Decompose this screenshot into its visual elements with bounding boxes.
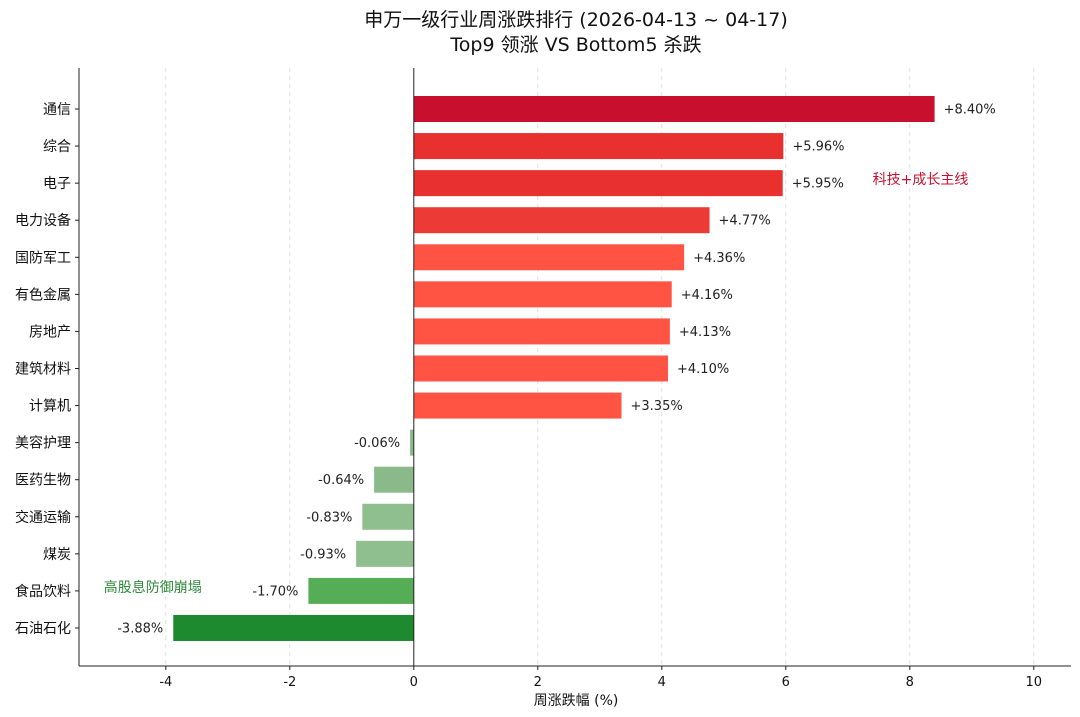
bar-value-label: +8.40% xyxy=(944,103,996,118)
y-tick-label: 医药生物 xyxy=(15,473,71,489)
y-tick-label: 食品饮料 xyxy=(15,583,71,600)
bar-value-label: +4.13% xyxy=(679,325,731,340)
bar-value-label: +4.77% xyxy=(719,214,771,229)
bar-value-label: +4.16% xyxy=(681,288,733,303)
bar xyxy=(413,392,622,419)
bar-value-label: +5.96% xyxy=(792,140,844,155)
x-tick-label: 2 xyxy=(534,675,542,690)
bar xyxy=(413,170,783,197)
x-tick-label: 6 xyxy=(782,675,790,690)
bar xyxy=(362,503,414,530)
x-tick-label: 10 xyxy=(1026,675,1043,690)
bar xyxy=(413,318,670,345)
y-tick-label: 煤炭 xyxy=(43,547,71,563)
x-tick-labels: -4 -2 0 2 4 6 8 10 xyxy=(159,666,1042,690)
bar xyxy=(410,429,414,456)
y-tick-label: 房地产 xyxy=(29,324,71,340)
bar xyxy=(413,96,935,122)
bar xyxy=(413,133,784,160)
bar xyxy=(173,614,414,641)
bar xyxy=(308,577,414,604)
x-tick-label: 0 xyxy=(410,675,418,690)
x-tick-label: -2 xyxy=(283,675,296,690)
y-tick-label: 综合 xyxy=(43,139,71,155)
y-tick-label: 交通运输 xyxy=(15,509,71,526)
chart-subtitle: Top9 领涨 VS Bottom5 杀跌 xyxy=(449,34,701,56)
y-tick-label: 美容护理 xyxy=(15,435,71,452)
bar-value-label: -0.06% xyxy=(354,436,400,451)
bar-value-label: -0.93% xyxy=(300,547,346,562)
x-tick-label: 8 xyxy=(906,675,914,690)
y-tick-label: 计算机 xyxy=(29,399,71,415)
y-tick-label: 国防军工 xyxy=(15,250,71,266)
bar-value-label: +3.35% xyxy=(631,399,683,414)
annotation: 高股息防御崩塌 xyxy=(104,579,202,596)
bar xyxy=(356,540,414,567)
x-tick-label: 4 xyxy=(658,675,666,690)
bar xyxy=(413,207,710,234)
y-tick-labels: 通信综合电子电力设备国防军工有色金属房地产建筑材料计算机美容护理医药生物交通运输… xyxy=(15,102,79,637)
annotation: 科技+成长主线 xyxy=(873,172,969,188)
chart-title: 申万一级行业周涨跌排行 (2026-04-13 ~ 04-17) xyxy=(364,9,788,31)
y-tick-label: 建筑材料 xyxy=(15,361,71,377)
bar-value-label: -0.64% xyxy=(318,473,364,488)
y-tick-label: 电力设备 xyxy=(15,212,71,229)
bar xyxy=(413,244,685,271)
bars xyxy=(173,96,935,641)
bar-value-label: +5.95% xyxy=(792,177,844,192)
bar xyxy=(413,355,668,382)
y-tick-label: 电子 xyxy=(43,176,71,192)
y-tick-label: 通信 xyxy=(43,102,71,118)
axes xyxy=(78,68,1071,667)
y-tick-label: 石油石化 xyxy=(15,621,71,637)
x-tick-label: -4 xyxy=(159,675,172,690)
x-axis-label: 周涨跌幅 (%) xyxy=(534,693,619,709)
value-labels: +8.40% +5.96% +5.95% +4.77% +4.36% +4.16% +4.1… xyxy=(117,103,996,637)
bar-value-label: +4.10% xyxy=(677,362,729,377)
bar-value-label: -1.70% xyxy=(252,584,298,599)
bar xyxy=(413,281,672,308)
y-tick-label: 有色金属 xyxy=(15,286,71,303)
bar-value-label: +4.36% xyxy=(693,251,745,266)
bar xyxy=(374,466,414,493)
bar-value-label: -0.83% xyxy=(306,510,352,525)
bar-value-label: -3.88% xyxy=(117,621,163,636)
